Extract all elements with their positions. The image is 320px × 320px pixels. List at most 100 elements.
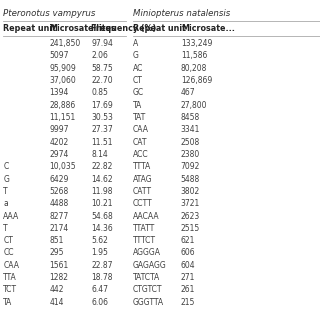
Text: 8458: 8458 (181, 113, 200, 122)
Text: CT: CT (3, 236, 13, 245)
Text: TTTCT: TTTCT (133, 236, 156, 245)
Text: TA: TA (3, 298, 12, 307)
Text: 54.68: 54.68 (91, 212, 113, 220)
Text: a: a (3, 199, 8, 208)
Text: 621: 621 (181, 236, 195, 245)
Text: AC: AC (133, 64, 143, 73)
Text: 28,886: 28,886 (50, 101, 76, 110)
Text: 14.62: 14.62 (91, 175, 113, 184)
Text: 17.69: 17.69 (91, 101, 113, 110)
Text: 27.37: 27.37 (91, 125, 113, 134)
Text: GGGTTA: GGGTTA (133, 298, 164, 307)
Text: 2508: 2508 (181, 138, 200, 147)
Text: C: C (3, 162, 8, 171)
Text: 9997: 9997 (50, 125, 69, 134)
Text: 80,208: 80,208 (181, 64, 207, 73)
Text: 606: 606 (181, 249, 196, 258)
Text: 8277: 8277 (50, 212, 69, 220)
Text: TTATT: TTATT (133, 224, 155, 233)
Text: 2.06: 2.06 (91, 52, 108, 60)
Text: 27,800: 27,800 (181, 101, 207, 110)
Text: 215: 215 (181, 298, 195, 307)
Text: 11,151: 11,151 (50, 113, 76, 122)
Text: 10,035: 10,035 (50, 162, 76, 171)
Text: 2515: 2515 (181, 224, 200, 233)
Text: GAGAGG: GAGAGG (133, 261, 166, 270)
Text: AACAA: AACAA (133, 212, 159, 220)
Text: TTA: TTA (3, 273, 17, 282)
Text: Repeat unit: Repeat unit (3, 24, 56, 33)
Text: Repeat unit: Repeat unit (133, 24, 186, 33)
Text: 604: 604 (181, 261, 196, 270)
Text: T: T (3, 224, 8, 233)
Text: CC: CC (3, 249, 14, 258)
Text: 295: 295 (50, 249, 64, 258)
Text: 22.70: 22.70 (91, 76, 113, 85)
Text: G: G (133, 52, 139, 60)
Text: 1282: 1282 (50, 273, 68, 282)
Text: 5.62: 5.62 (91, 236, 108, 245)
Text: 18.78: 18.78 (91, 273, 113, 282)
Text: 2174: 2174 (50, 224, 69, 233)
Text: 5488: 5488 (181, 175, 200, 184)
Text: ATAG: ATAG (133, 175, 152, 184)
Text: CT: CT (133, 76, 143, 85)
Text: CAA: CAA (133, 125, 149, 134)
Text: Pteronotus vampyrus: Pteronotus vampyrus (3, 9, 96, 18)
Text: G: G (3, 175, 9, 184)
Text: CATT: CATT (133, 187, 152, 196)
Text: 414: 414 (50, 298, 64, 307)
Text: 851: 851 (50, 236, 64, 245)
Text: 95,909: 95,909 (50, 64, 76, 73)
Text: 1561: 1561 (50, 261, 69, 270)
Text: CAT: CAT (133, 138, 147, 147)
Text: 5268: 5268 (50, 187, 69, 196)
Text: ACC: ACC (133, 150, 148, 159)
Text: Frequency (%): Frequency (%) (91, 24, 156, 33)
Text: 6.47: 6.47 (91, 285, 108, 294)
Text: 6429: 6429 (50, 175, 69, 184)
Text: 2974: 2974 (50, 150, 69, 159)
Text: 3802: 3802 (181, 187, 200, 196)
Text: 1394: 1394 (50, 88, 69, 97)
Text: CAA: CAA (3, 261, 19, 270)
Text: TCT: TCT (3, 285, 17, 294)
Text: T: T (3, 187, 8, 196)
Text: Microsatellites: Microsatellites (50, 24, 116, 33)
Text: 11.51: 11.51 (91, 138, 113, 147)
Text: CCTT: CCTT (133, 199, 152, 208)
Text: 7092: 7092 (181, 162, 200, 171)
Text: 2380: 2380 (181, 150, 200, 159)
Text: Microsate...: Microsate... (181, 24, 235, 33)
Text: 11.98: 11.98 (91, 187, 113, 196)
Text: TATCTA: TATCTA (133, 273, 160, 282)
Text: 58.75: 58.75 (91, 64, 113, 73)
Text: 37,060: 37,060 (50, 76, 76, 85)
Text: Miniopterus natalensis: Miniopterus natalensis (133, 9, 230, 18)
Text: 4202: 4202 (50, 138, 69, 147)
Text: 11,586: 11,586 (181, 52, 207, 60)
Text: 3341: 3341 (181, 125, 200, 134)
Text: 14.36: 14.36 (91, 224, 113, 233)
Text: 10.21: 10.21 (91, 199, 113, 208)
Text: AGGGA: AGGGA (133, 249, 161, 258)
Text: 3721: 3721 (181, 199, 200, 208)
Text: 30.53: 30.53 (91, 113, 113, 122)
Text: 271: 271 (181, 273, 195, 282)
Text: CTGTCT: CTGTCT (133, 285, 162, 294)
Text: 5097: 5097 (50, 52, 69, 60)
Text: TTTA: TTTA (133, 162, 151, 171)
Text: 6.06: 6.06 (91, 298, 108, 307)
Text: 261: 261 (181, 285, 195, 294)
Text: 22.82: 22.82 (91, 162, 113, 171)
Text: 467: 467 (181, 88, 196, 97)
Text: 442: 442 (50, 285, 64, 294)
Text: 97.94: 97.94 (91, 39, 113, 48)
Text: 0.85: 0.85 (91, 88, 108, 97)
Text: 126,869: 126,869 (181, 76, 212, 85)
Text: 241,850: 241,850 (50, 39, 81, 48)
Text: TAT: TAT (133, 113, 146, 122)
Text: GC: GC (133, 88, 144, 97)
Text: 133,249: 133,249 (181, 39, 212, 48)
Text: 8.14: 8.14 (91, 150, 108, 159)
